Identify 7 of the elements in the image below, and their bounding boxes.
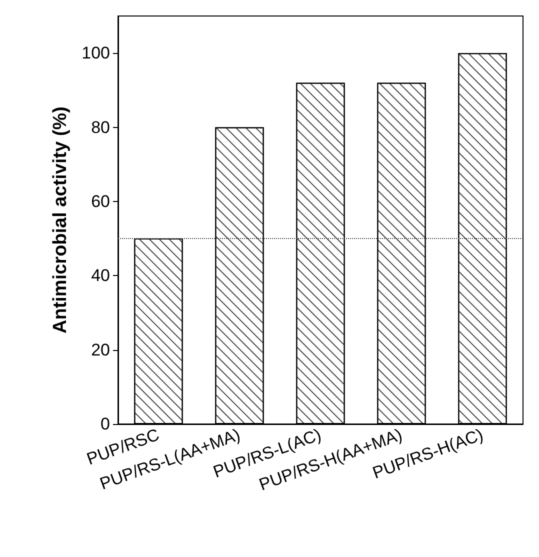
y-tick-label: 0 — [100, 414, 110, 434]
y-tick-label: 100 — [82, 44, 110, 63]
y-tick-label: 40 — [91, 266, 110, 286]
y-tick-label: 20 — [91, 340, 110, 360]
y-tick-label: 60 — [91, 192, 110, 211]
y-axis-title: Antimicrobial activity (%) — [50, 106, 71, 334]
y-tick-label: 80 — [91, 118, 110, 137]
